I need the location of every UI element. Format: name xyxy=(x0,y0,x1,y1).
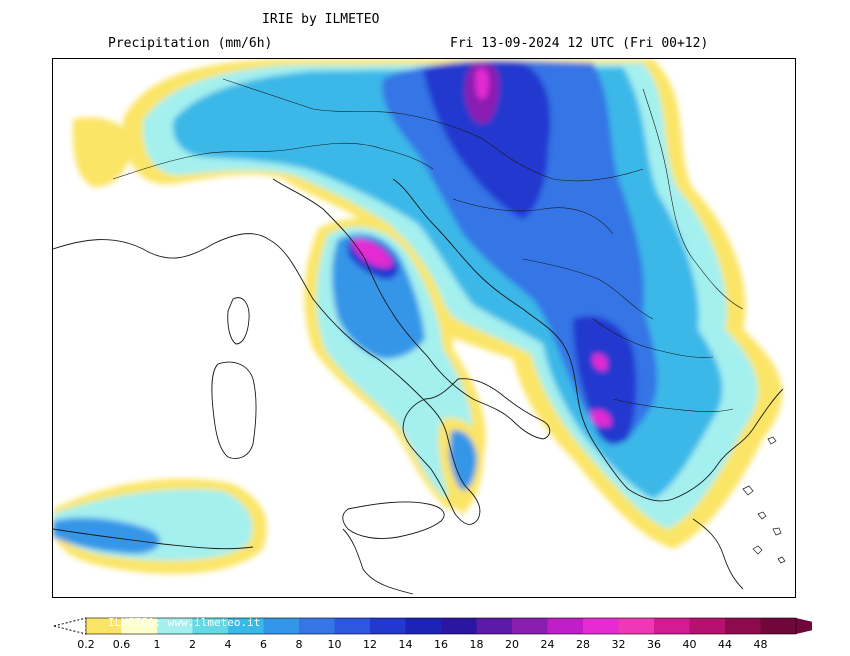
legend-tick-label: 24 xyxy=(540,638,555,651)
island-1 xyxy=(742,485,754,496)
legend-swatch xyxy=(654,618,690,634)
legend-swatch xyxy=(86,618,122,634)
country-borders xyxy=(112,78,744,413)
island-5 xyxy=(777,556,786,564)
legend-tick-label: 10 xyxy=(327,638,342,651)
legend-tick-label: 28 xyxy=(576,638,590,651)
map-title: IRIE by ILMETEO xyxy=(262,12,380,27)
watermark: ILMETEO: www.ilmeteo.it xyxy=(108,616,261,629)
precip-magenta-italy xyxy=(352,238,393,268)
precipitation-field xyxy=(53,59,783,574)
legend-swatch xyxy=(689,618,725,634)
precip-yellow-alps-west xyxy=(72,117,133,188)
sardinia-coastline xyxy=(211,361,257,459)
legend-tick-label: 14 xyxy=(398,638,413,651)
legend-tick-label: 44 xyxy=(718,638,732,651)
legend-tick-label: 16 xyxy=(434,638,448,651)
legend-tick-label: 4 xyxy=(224,638,232,651)
legend-tick-label: 2 xyxy=(189,638,196,651)
coastlines xyxy=(53,178,784,595)
legend-tick-label: 12 xyxy=(363,638,377,651)
island-6 xyxy=(767,436,777,445)
color-legend: ILMETEO: www.ilmeteo.it 0.2 0.6 1 2 4 6 8 10 12 1… xyxy=(52,612,812,656)
legend-swatch xyxy=(760,618,796,634)
precip-darkblue-north xyxy=(423,61,551,219)
island-3 xyxy=(772,527,782,536)
legend-swatch xyxy=(512,618,548,634)
island-4 xyxy=(752,545,763,555)
legend-tick-label: 0.2 xyxy=(77,638,95,651)
legend-high-arrow xyxy=(796,618,812,634)
legend-swatch xyxy=(121,618,157,634)
legend-swatch xyxy=(618,618,654,634)
precip-magenta-north xyxy=(475,68,489,100)
balkan-borders xyxy=(452,198,734,413)
precip-magenta-albania xyxy=(593,353,608,371)
legend-tick-label: 6 xyxy=(260,638,267,651)
adriatic-east-coast xyxy=(392,178,674,502)
aegean-islands xyxy=(742,436,786,564)
legend-tick-label: 40 xyxy=(682,638,697,651)
map-canvas xyxy=(53,59,786,595)
eastern-borders xyxy=(642,88,744,310)
legend-swatch xyxy=(441,618,477,634)
precip-darkblue-balkan xyxy=(573,315,637,444)
legend-tick-label: 20 xyxy=(505,638,519,651)
legend-tick-label: 32 xyxy=(611,638,626,651)
precip-blue-africa xyxy=(53,517,161,554)
legend-swatch xyxy=(583,618,619,634)
precip-blue-calabria xyxy=(449,430,477,491)
island-2 xyxy=(757,511,767,520)
italy-coastline xyxy=(53,178,551,525)
legend-swatch xyxy=(547,618,583,634)
legend-tick-label: 18 xyxy=(469,638,484,651)
legend-swatch xyxy=(725,618,761,634)
precip-magenta-greece xyxy=(591,409,612,427)
legend-swatch xyxy=(370,618,406,634)
legend-border xyxy=(85,617,797,635)
legend-swatch xyxy=(263,618,299,634)
legend-swatch xyxy=(192,618,228,634)
legend-swatch xyxy=(334,618,370,634)
sicily-coastline xyxy=(342,501,445,540)
corsica-coastline xyxy=(227,297,250,345)
precip-blue-italy xyxy=(331,233,425,359)
legend-tick-label: 1 xyxy=(153,638,161,651)
legend-tick-label: 8 xyxy=(295,638,303,651)
legend-swatch xyxy=(405,618,441,634)
legend-tick-label: 0.6 xyxy=(112,638,131,651)
legend-tick-label: 36 xyxy=(647,638,661,651)
legend-swatch xyxy=(157,618,193,634)
legend-swatch xyxy=(476,618,512,634)
legend-bar xyxy=(53,617,812,635)
alps-border xyxy=(112,142,434,180)
legend-tick-label: 48 xyxy=(753,638,768,651)
africa-coastline xyxy=(53,528,414,595)
forecast-timestamp: Fri 13-09-2024 12 UTC (Fri 00+12) xyxy=(450,36,709,51)
precipitation-map xyxy=(52,58,796,598)
legend-low-arrow xyxy=(53,617,87,635)
legend-swatch xyxy=(299,618,335,634)
greece-coastline xyxy=(672,388,784,590)
legend-swatch xyxy=(228,618,264,634)
central-europe-border xyxy=(222,78,644,182)
map-subtitle: Precipitation (mm/6h) xyxy=(108,36,273,51)
